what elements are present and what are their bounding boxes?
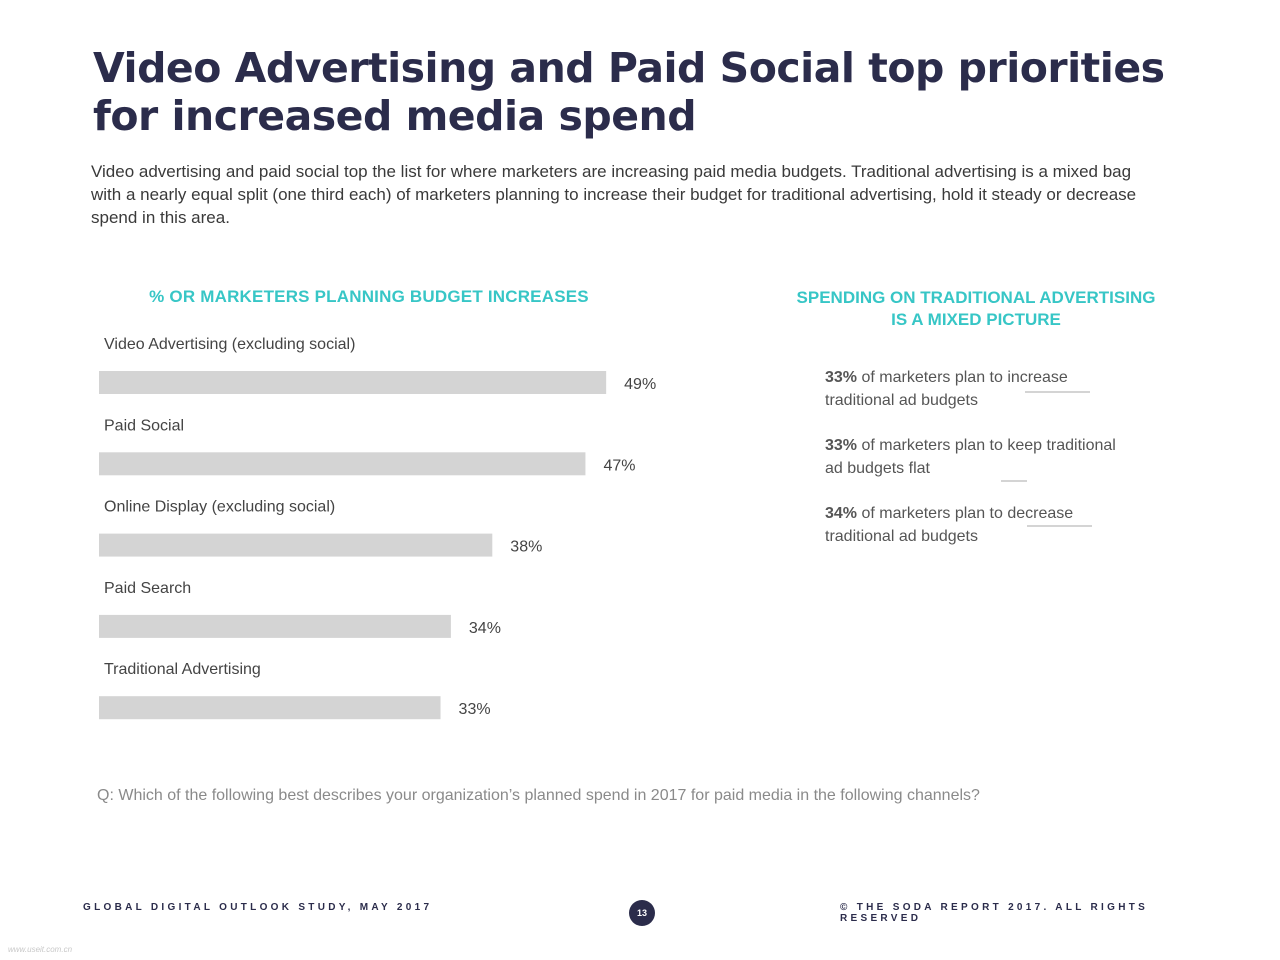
stat-percent: 34% — [825, 505, 858, 522]
stat-percent: 33% — [825, 369, 858, 386]
bar — [99, 452, 586, 476]
category-label: Paid Search — [104, 580, 191, 597]
page-title-line-1: Video Advertising and Paid Social top pr… — [93, 44, 1165, 92]
flat-underline — [1001, 480, 1027, 482]
page-number-badge: 13 — [629, 900, 655, 926]
traditional-title: SPENDING ON TRADITIONAL ADVERTISING IS A… — [766, 287, 1186, 331]
value-label: 33% — [459, 701, 491, 718]
value-label: 49% — [624, 376, 656, 393]
page-title-line-2: for increased media spend — [93, 92, 697, 140]
value-label: 34% — [469, 620, 501, 637]
value-label: 47% — [603, 457, 635, 474]
stat-text: of marketers plan to keep traditional ad… — [825, 437, 1116, 477]
bar — [99, 533, 493, 557]
bar — [99, 371, 607, 394]
category-label: Online Display (excluding social) — [104, 499, 335, 516]
chart-title: % OR MARKETERS PLANNING BUDGET INCREASES — [149, 287, 589, 306]
stat-text: of marketers plan to increase traditiona… — [825, 369, 1068, 409]
footer-copyright: © THE SODA REPORT 2017. ALL RIGHTS RESER… — [840, 902, 1149, 924]
bar — [99, 696, 441, 720]
traditional-title-line-2: IS A MIXED PICTURE — [891, 310, 1061, 329]
stat-text: of marketers plan to decrease traditiona… — [825, 505, 1074, 545]
increase-underline — [1025, 391, 1090, 393]
stat-percent: 33% — [825, 437, 858, 454]
intro-paragraph: Video advertising and paid social top th… — [91, 162, 1137, 227]
watermark: www.useit.com.cn — [8, 945, 73, 954]
bar — [99, 614, 451, 638]
traditional-stat-increase: 33% of marketers plan to increase tradit… — [825, 366, 1125, 412]
traditional-stat-decrease: 34% of marketers plan to decrease tradit… — [825, 502, 1125, 548]
value-label: 38% — [510, 539, 542, 556]
traditional-title-line-1: SPENDING ON TRADITIONAL ADVERTISING — [796, 288, 1156, 307]
category-label: Traditional Advertising — [104, 661, 261, 678]
decrease-underline — [1027, 525, 1092, 527]
category-label: Video Advertising (excluding social) — [104, 336, 355, 353]
category-label: Paid Social — [104, 417, 184, 434]
survey-question: Q: Which of the following best describes… — [97, 787, 980, 804]
footer-study-name: GLOBAL DIGITAL OUTLOOK STUDY, MAY 2017 — [83, 902, 433, 913]
page-title: Video Advertising and Paid Social top pr… — [93, 44, 1213, 140]
traditional-stat-flat: 33% of marketers plan to keep traditiona… — [825, 434, 1125, 480]
